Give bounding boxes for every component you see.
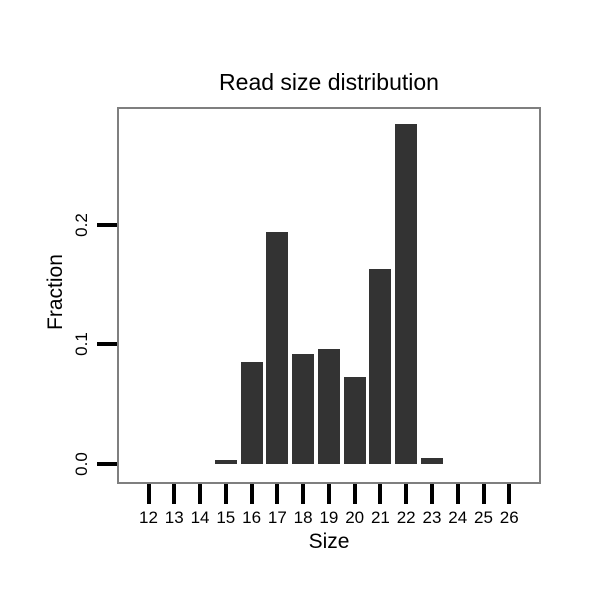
x-tick-label: 15 xyxy=(216,508,236,527)
y-axis-title: Fraction xyxy=(44,254,67,330)
bar xyxy=(292,353,315,464)
x-tick-label: 13 xyxy=(164,508,184,527)
x-tick-label: 14 xyxy=(190,508,210,527)
bar xyxy=(420,458,443,464)
y-tick xyxy=(97,222,117,227)
y-tick xyxy=(97,342,117,347)
y-tick-label: 0.1 xyxy=(72,332,91,357)
x-tick-label: 24 xyxy=(448,508,468,527)
x-tick xyxy=(429,484,434,504)
bar xyxy=(317,349,340,464)
chart-title: Read size distribution xyxy=(219,69,439,95)
x-tick xyxy=(275,484,280,504)
x-tick xyxy=(352,484,357,504)
x-tick xyxy=(146,484,151,504)
x-axis-title: Size xyxy=(308,530,350,553)
x-tick xyxy=(507,484,512,504)
x-tick xyxy=(378,484,383,504)
bar xyxy=(214,460,237,464)
x-tick-label: 26 xyxy=(499,508,519,527)
x-tick-label: 21 xyxy=(370,508,390,527)
x-tick-label: 16 xyxy=(242,508,262,527)
x-tick-label: 20 xyxy=(345,508,365,527)
x-tick-label: 19 xyxy=(319,508,339,527)
x-tick xyxy=(301,484,306,504)
x-tick-label: 22 xyxy=(396,508,416,527)
x-tick xyxy=(481,484,486,504)
x-tick xyxy=(249,484,254,504)
x-tick xyxy=(404,484,409,504)
x-tick xyxy=(172,484,177,504)
x-tick-label: 12 xyxy=(139,508,158,527)
x-tick-label: 17 xyxy=(267,508,287,527)
x-tick xyxy=(223,484,228,504)
x-tick xyxy=(198,484,203,504)
x-tick-label: 23 xyxy=(422,508,442,527)
y-tick-label: 0.0 xyxy=(72,452,91,476)
x-tick-label: 18 xyxy=(293,508,313,527)
bar xyxy=(240,362,263,464)
x-tick xyxy=(455,484,460,504)
bar xyxy=(395,124,418,464)
y-tick-label: 0.2 xyxy=(72,212,91,237)
x-tick xyxy=(326,484,331,504)
bar xyxy=(343,376,366,464)
bar xyxy=(369,269,392,464)
x-tick-label: 25 xyxy=(474,508,493,527)
bar xyxy=(266,231,289,464)
y-tick xyxy=(97,462,117,466)
